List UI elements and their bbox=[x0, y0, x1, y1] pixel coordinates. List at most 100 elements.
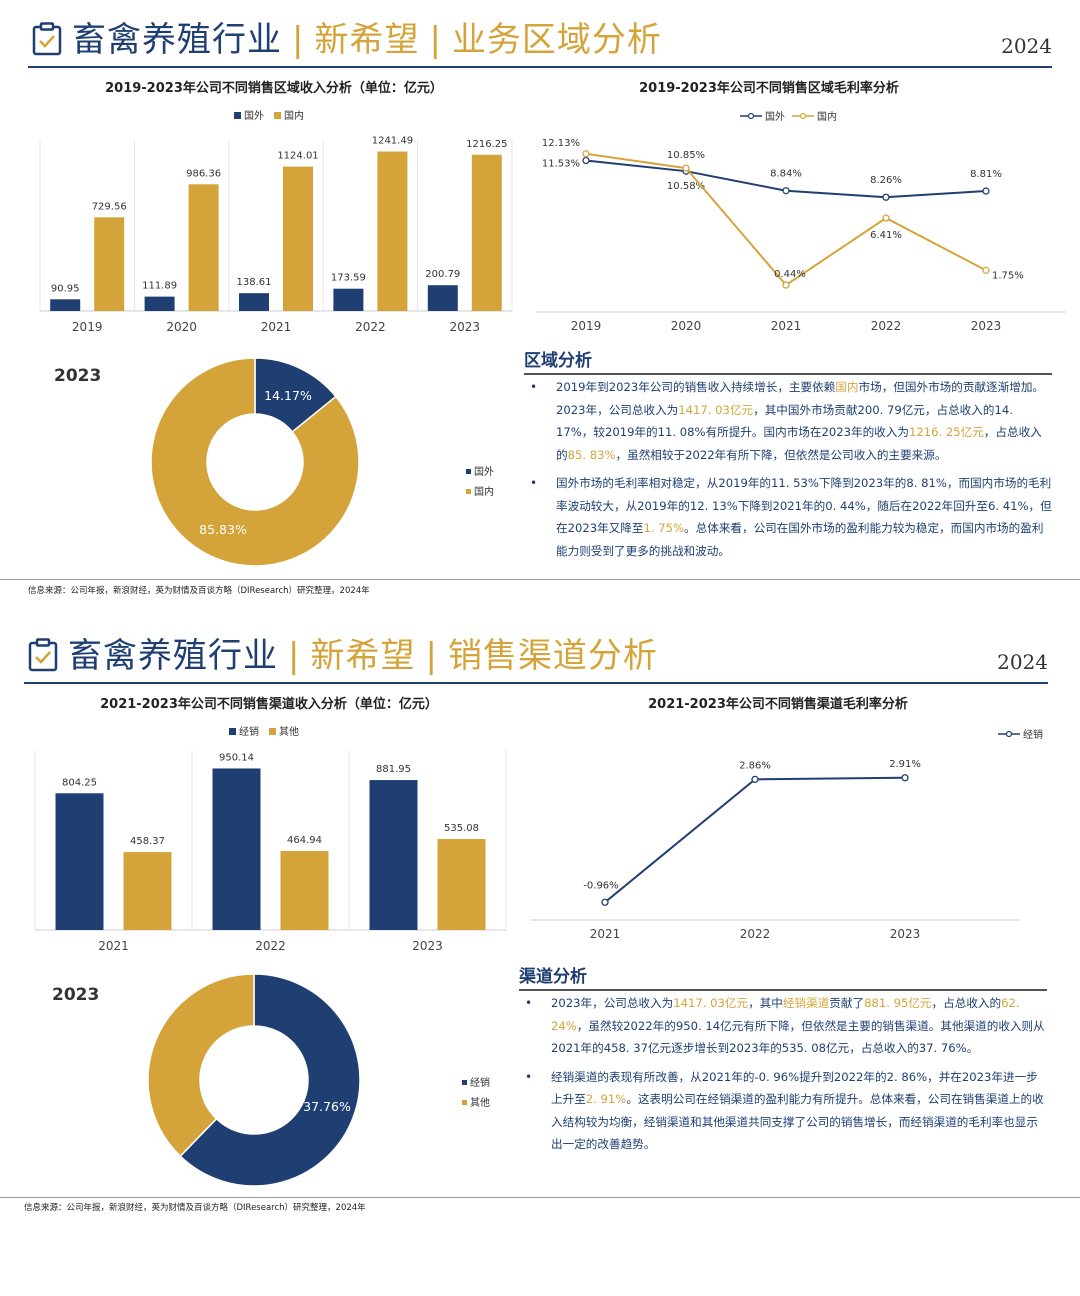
bullet-text: 市场，但国外市场的贡献逐渐增加。2023年，公司总收入为 bbox=[556, 380, 1045, 417]
legend-label: 经销 bbox=[470, 1076, 490, 1089]
legend-swatch bbox=[269, 728, 276, 735]
x-tick-label: 2020 bbox=[166, 320, 197, 334]
title-separator: | bbox=[288, 636, 301, 676]
region-revenue-bar-chart: 2019-2023年公司不同销售区域收入分析（单位：亿元） 国外 国内 2019 90.… bbox=[39, 80, 513, 334]
bullet-text: 国外市场的毛利率相对稳定，从2019年的11. 53%下降到2023年的8. 8… bbox=[556, 476, 1052, 535]
data-label: 10.58% bbox=[667, 181, 705, 192]
legend-marker bbox=[1005, 730, 1013, 738]
bar-国内 bbox=[94, 217, 125, 311]
title-separator: | bbox=[425, 636, 438, 676]
donut-slice-label: 85.83% bbox=[199, 522, 247, 537]
bullet-text: ，虽然相较于2022年有所下降，但依然是公司收入的主要来源。 bbox=[615, 447, 947, 462]
donut-slice-其他 bbox=[147, 973, 255, 1158]
bullet-text: ，其中 bbox=[748, 996, 783, 1010]
data-point bbox=[751, 775, 759, 784]
bar-国内 bbox=[377, 151, 408, 311]
analysis-bullet: 国外市场的毛利率相对稳定，从2019年的11. 53%下降到2023年的8. 8… bbox=[524, 472, 1052, 562]
bullet-text: ，虽然较2022年的950. 14亿元有所下降，但依然是主要的销售渠道。其他渠道… bbox=[551, 1018, 1045, 1056]
highlight-text: 1417. 03亿元 bbox=[673, 996, 749, 1010]
bar-经销 bbox=[55, 793, 104, 930]
data-label: 200.79 bbox=[425, 269, 460, 280]
section-title-channel: 渠道分析 bbox=[519, 962, 1047, 991]
data-label: 11.53% bbox=[542, 159, 580, 170]
x-tick-label: 2023 bbox=[971, 319, 1002, 333]
x-tick-label: 2023 bbox=[412, 939, 443, 953]
data-point bbox=[982, 187, 990, 195]
data-point bbox=[982, 266, 990, 274]
title-separator: | bbox=[429, 20, 442, 60]
bar-国外 bbox=[50, 299, 81, 311]
slide-divider bbox=[0, 1197, 1080, 1198]
legend-swatch bbox=[462, 1100, 467, 1105]
channel-revenue-bar-chart: 2021-2023年公司不同销售渠道收入分析（单位：亿元） 经销 其他 2021 804… bbox=[34, 696, 507, 953]
data-label: 0.44% bbox=[774, 269, 806, 280]
data-label: 458.37 bbox=[130, 836, 165, 847]
slide-region-analysis: 畜禽养殖行业 | 新希望 | 业务区域分析 2024 2019-2023年公司不同销售区… bbox=[0, 0, 1080, 598]
data-label: 950.14 bbox=[219, 752, 254, 763]
highlight-text: 881. 95亿元 bbox=[864, 996, 932, 1010]
bar-国外 bbox=[144, 296, 175, 311]
bar-经销 bbox=[212, 768, 261, 930]
data-point bbox=[882, 193, 890, 201]
data-label: 2.91% bbox=[889, 759, 921, 770]
bullet-text: 。这表明公司在经销渠道的盈利能力有所提升。总体来看，公司在销售渠道上的收入结构较… bbox=[551, 1092, 1044, 1151]
legend-swatch bbox=[466, 489, 471, 494]
bar-国外 bbox=[239, 293, 269, 311]
data-label: 2.86% bbox=[739, 760, 771, 771]
x-tick-label: 2021 bbox=[771, 319, 802, 333]
data-point bbox=[782, 187, 790, 195]
data-point bbox=[682, 164, 690, 172]
x-tick-label: 2022 bbox=[740, 927, 771, 941]
bar-其他 bbox=[280, 850, 329, 930]
region-analysis-bullets: 2019年到2023年公司的销售收入持续增长，主要依赖国内市场，但国外市场的贡献… bbox=[524, 376, 1052, 568]
data-label: 464.94 bbox=[287, 835, 322, 846]
legend-marker bbox=[799, 112, 807, 120]
data-label: 8.26% bbox=[870, 175, 902, 186]
x-tick-label: 2023 bbox=[890, 927, 921, 941]
bar-其他 bbox=[437, 839, 486, 930]
analysis-bullet: 经销渠道的表现有所改善，从2021年的-0. 96%提升到2022年的2. 86… bbox=[519, 1066, 1047, 1156]
series-line-经销 bbox=[604, 776, 906, 904]
highlight-text: 国内 bbox=[835, 380, 859, 394]
x-tick-label: 2022 bbox=[871, 319, 902, 333]
data-label: 1124.01 bbox=[277, 151, 318, 162]
bar-国内 bbox=[283, 166, 313, 311]
analysis-bullet: 2023年，公司总收入为1417. 03亿元，其中经销渠道贡献了881. 95亿… bbox=[519, 992, 1047, 1060]
x-tick-label: 2021 bbox=[590, 927, 621, 941]
bullet-text: 。总体来看，公司在国外市场的盈利能力较为稳定，而国内市场的盈利能力则受到了更多的… bbox=[556, 521, 1044, 558]
title-separator: | bbox=[292, 20, 305, 60]
legend-label: 国内 bbox=[474, 485, 494, 498]
legend-swatch bbox=[229, 728, 236, 735]
bullet-text: ，占总收入的 bbox=[556, 425, 1042, 462]
highlight-text: 1216. 25亿元 bbox=[908, 425, 984, 439]
bar-其他 bbox=[123, 852, 172, 930]
legend-label: 经销 bbox=[1023, 728, 1043, 741]
bar-国内 bbox=[471, 154, 502, 311]
data-label: 8.84% bbox=[770, 169, 802, 180]
legend-marker bbox=[747, 112, 755, 120]
data-label: 535.08 bbox=[444, 823, 479, 834]
data-label: -0.96% bbox=[583, 880, 618, 891]
highlight-text: 1417. 03亿元 bbox=[678, 402, 754, 417]
x-tick-label: 2021 bbox=[98, 939, 129, 953]
data-label: 12.13% bbox=[542, 138, 580, 149]
analysis-bullet: 2019年到2023年公司的销售收入持续增长，主要依赖国内市场，但国外市场的贡献… bbox=[524, 376, 1052, 466]
data-point bbox=[601, 898, 609, 906]
donut-slice-label: 37.76% bbox=[303, 1099, 351, 1114]
data-point bbox=[782, 281, 790, 289]
legend-label: 其他 bbox=[279, 725, 299, 738]
legend-label: 国外 bbox=[765, 111, 785, 123]
data-label: 1241.49 bbox=[372, 136, 413, 147]
chart-title: 2019-2023年公司不同销售区域毛利率分析 bbox=[639, 80, 899, 96]
highlight-text: 62. 24% bbox=[551, 996, 1020, 1033]
clipboard-check-icon bbox=[32, 22, 62, 56]
bar-国外 bbox=[333, 288, 364, 311]
legend-swatch bbox=[274, 112, 281, 119]
data-point bbox=[882, 214, 890, 222]
slide-divider bbox=[0, 579, 1080, 580]
legend-label: 经销 bbox=[239, 725, 259, 738]
bar-经销 bbox=[369, 780, 418, 930]
